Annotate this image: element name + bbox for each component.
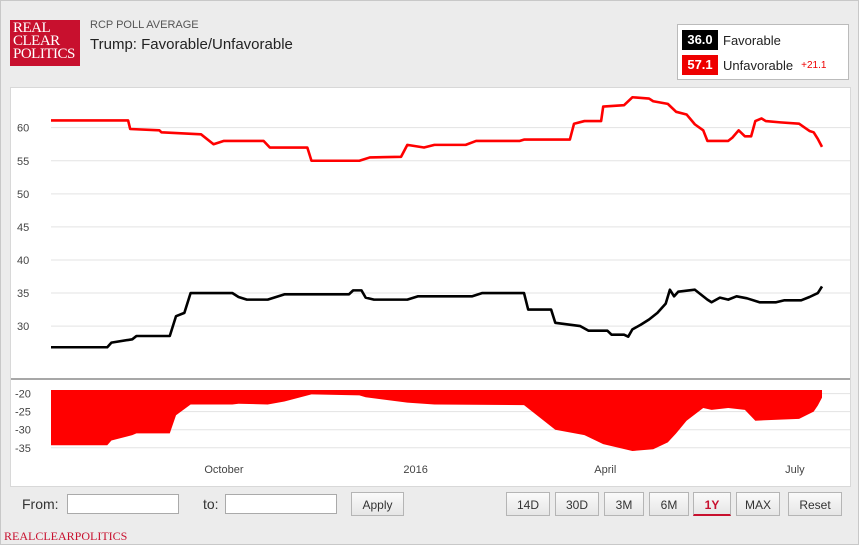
chart-svg[interactable]: 30 35 40 45 50 55 60 -20 -25 -30 -35 October 2016 Apr… [11,88,850,486]
chart-subtitle: RCP POLL AVERAGE [90,19,199,31]
footer-brand[interactable]: REALCLEARPOLITICS [4,529,128,543]
range-button-6m[interactable]: 6M [649,492,689,516]
y-tick-label: 55 [17,156,29,168]
series-line-unfavorable [51,95,824,163]
x-tick-label: July [785,464,805,476]
y-tick-label: 45 [17,222,29,234]
range-controls: From: to: Apply 14D 30D 3M 6M 1Y MAX Res… [10,490,849,520]
y-tick-label: -30 [15,425,31,437]
from-label: From: [22,496,59,512]
range-button-3m[interactable]: 3M [604,492,644,516]
favorable-label: Favorable [723,32,781,48]
x-tick-label: October [204,464,243,476]
legend: 36.0 Favorable 57.1 Unfavorable +21.1 [677,24,849,80]
y-tick-label: 60 [17,123,29,135]
rcp-logo[interactable]: REAL CLEAR POLITICS [10,20,80,66]
to-label: to: [203,496,219,512]
logo-line: POLITICS [13,46,75,62]
range-button-1y[interactable]: 1Y [693,492,731,516]
y-tick-label: -20 [15,389,31,401]
plot-area[interactable]: 30 35 40 45 50 55 60 -20 -25 -30 -35 October 2016 Apr… [10,87,851,487]
unfavorable-value: 57.1 [682,55,718,75]
unfavorable-label: Unfavorable [723,57,794,73]
x-tick-label: 2016 [403,464,427,476]
range-button-14d[interactable]: 14D [506,492,550,516]
to-date-input[interactable] [225,494,337,514]
favorable-value: 36.0 [682,30,718,50]
series-line-favorable [51,285,824,349]
reset-button[interactable]: Reset [788,492,842,516]
legend-unfavorable: 57.1 Unfavorable +21.1 [682,55,826,75]
legend-favorable: 36.0 Favorable [682,30,781,50]
chart-title: Trump: Favorable/Unfavorable [90,36,293,53]
range-button-max[interactable]: MAX [736,492,780,516]
spread-diff: +21.1 [801,59,827,71]
logo-line: REAL [13,20,51,36]
spread-area [51,390,822,452]
y-tick-label: 35 [17,288,29,300]
y-tick-label: 30 [17,321,29,333]
range-button-30d[interactable]: 30D [555,492,599,516]
logo-line: CLEAR [13,33,60,49]
y-tick-label: 40 [17,255,29,267]
from-date-input[interactable] [67,494,179,514]
y-tick-label: -25 [15,407,31,419]
y-tick-label: 50 [17,189,29,201]
x-tick-label: April [594,464,616,476]
y-tick-label: -35 [15,443,31,455]
apply-button[interactable]: Apply [351,492,404,516]
